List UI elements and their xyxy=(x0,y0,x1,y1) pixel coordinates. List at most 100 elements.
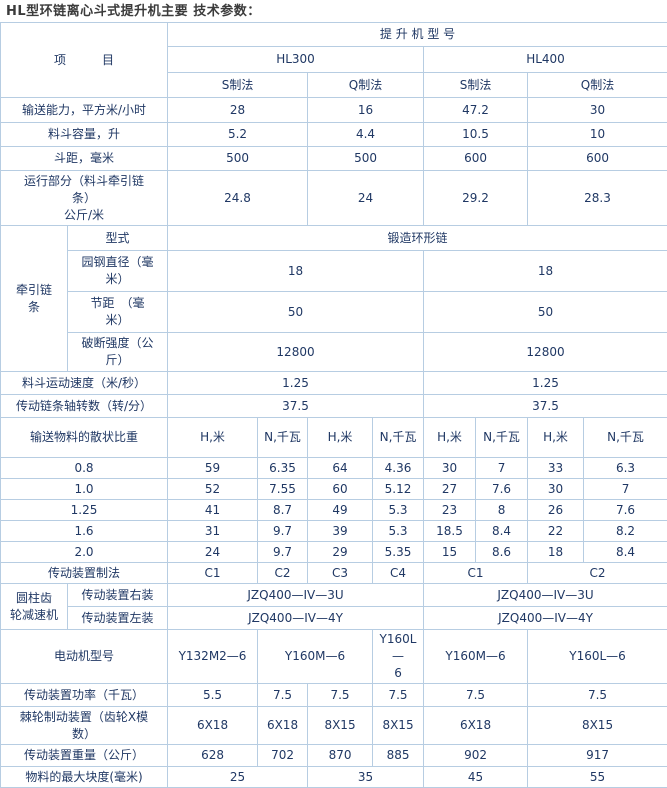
value-cell: 7 xyxy=(476,458,528,479)
value-cell: C1 xyxy=(424,563,528,584)
value-cell: 16 xyxy=(308,98,424,123)
value-cell: 5.5 xyxy=(168,684,258,707)
value-cell: 28 xyxy=(168,98,308,123)
value-cell: 10 xyxy=(528,123,667,147)
value-cell: 24.8 xyxy=(168,171,308,226)
value-cell: 22 xyxy=(528,521,584,542)
row-label: 传动装置重量（公斤） xyxy=(1,745,168,767)
method-header: Q制法 xyxy=(308,73,424,98)
value-cell: 26 xyxy=(528,500,584,521)
value-cell: 7.5 xyxy=(258,684,308,707)
row-label: 输送能力，平方米/小时 xyxy=(1,98,168,123)
value-cell: Y160L— 6 xyxy=(373,630,424,684)
page-title: HL型环链离心斗式提升机主要 技术参数： xyxy=(0,0,667,22)
value-cell: 902 xyxy=(424,745,528,767)
value-cell: JZQ400—IV—3U xyxy=(168,584,424,607)
value-cell: 30 xyxy=(528,98,667,123)
col-header: H,米 xyxy=(168,418,258,458)
value-cell: 29 xyxy=(308,542,373,563)
value-cell: 18 xyxy=(168,251,424,292)
value-cell: C4 xyxy=(373,563,424,584)
row-label: 传动装置左装 xyxy=(68,607,168,630)
value-cell: 锻造环形链 xyxy=(168,226,667,251)
value-cell: 5.3 xyxy=(373,521,424,542)
col-header: N,千瓦 xyxy=(476,418,528,458)
value-cell: 35 xyxy=(308,767,424,788)
value-cell: 8.4 xyxy=(476,521,528,542)
value-cell: 7.55 xyxy=(258,479,308,500)
items-header: 项 目 xyxy=(1,23,168,98)
value-cell: 870 xyxy=(308,745,373,767)
value-cell: 15 xyxy=(424,542,476,563)
row-label: 料斗运动速度（米/秒） xyxy=(1,372,168,395)
value-cell: 8 xyxy=(476,500,528,521)
row-label: 电动机型号 xyxy=(1,630,168,684)
value-cell: 24 xyxy=(168,542,258,563)
value-cell: 60 xyxy=(308,479,373,500)
value-cell: 64 xyxy=(308,458,373,479)
value-cell: 18 xyxy=(528,542,584,563)
value-cell: 23 xyxy=(424,500,476,521)
value-cell: Y160M—6 xyxy=(424,630,528,684)
value-cell: 18.5 xyxy=(424,521,476,542)
value-cell: 885 xyxy=(373,745,424,767)
value-cell: 52 xyxy=(168,479,258,500)
value-cell: 8.7 xyxy=(258,500,308,521)
row-label: 1.0 xyxy=(1,479,168,500)
col-header: H,米 xyxy=(528,418,584,458)
model-hl400-header: HL400 xyxy=(424,47,667,73)
value-cell: 47.2 xyxy=(424,98,528,123)
value-cell: 39 xyxy=(308,521,373,542)
value-cell: 4.4 xyxy=(308,123,424,147)
value-cell: 50 xyxy=(424,292,667,333)
value-cell: 31 xyxy=(168,521,258,542)
method-header: S制法 xyxy=(424,73,528,98)
model-hl300-header: HL300 xyxy=(168,47,424,73)
value-cell: 29.2 xyxy=(424,171,528,226)
col-header: H,米 xyxy=(308,418,373,458)
value-cell: C2 xyxy=(528,563,667,584)
row-label: 传动链条轴转数（转/分） xyxy=(1,395,168,418)
row-label: 传动装置制法 xyxy=(1,563,168,584)
value-cell: 8.4 xyxy=(584,542,667,563)
row-label: 运行部分（料斗牵引链 条） 公斤/米 xyxy=(1,171,168,226)
col-header: N,千瓦 xyxy=(258,418,308,458)
value-cell: 33 xyxy=(528,458,584,479)
value-cell: 6X18 xyxy=(168,707,258,745)
value-cell: 9.7 xyxy=(258,542,308,563)
row-label: 破断强度（公 斤） xyxy=(68,333,168,372)
value-cell: 917 xyxy=(528,745,667,767)
row-group-label: 圆柱齿 轮减速机 xyxy=(1,584,68,630)
value-cell: 41 xyxy=(168,500,258,521)
value-cell: 50 xyxy=(168,292,424,333)
value-cell: Y132M2—6 xyxy=(168,630,258,684)
value-cell: 6.35 xyxy=(258,458,308,479)
value-cell: 9.7 xyxy=(258,521,308,542)
value-cell: 30 xyxy=(528,479,584,500)
value-cell: 4.36 xyxy=(373,458,424,479)
value-cell: 6.3 xyxy=(584,458,667,479)
col-header: N,千瓦 xyxy=(373,418,424,458)
machine-model-header: 提 升 机 型 号 xyxy=(168,23,667,47)
value-cell: 628 xyxy=(168,745,258,767)
row-label: 2.0 xyxy=(1,542,168,563)
value-cell: 5.35 xyxy=(373,542,424,563)
